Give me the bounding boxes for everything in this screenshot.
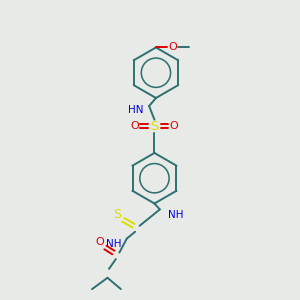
Text: S: S (113, 208, 121, 221)
Text: S: S (150, 120, 159, 133)
Text: O: O (168, 43, 177, 52)
Text: O: O (169, 121, 178, 131)
Text: O: O (95, 237, 104, 247)
Text: HN: HN (128, 106, 143, 116)
Text: O: O (131, 121, 140, 131)
Text: NH: NH (168, 210, 184, 220)
Text: NH: NH (106, 238, 122, 249)
